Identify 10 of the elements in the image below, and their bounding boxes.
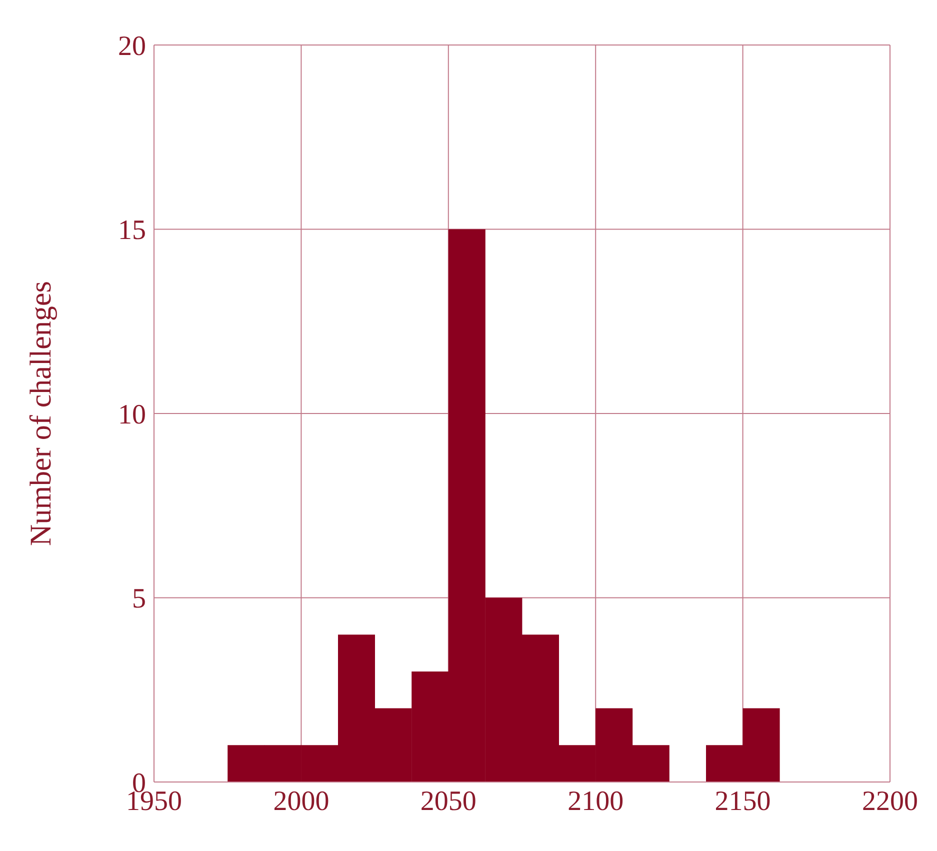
y-tick-label: 5	[132, 584, 146, 615]
x-tick-label: 2050	[420, 786, 476, 817]
x-tick-label: 2150	[714, 786, 771, 817]
x-tick-label: 2000	[273, 786, 330, 817]
y-tick-label: 20	[118, 30, 146, 62]
x-tick-label: 2200	[862, 786, 918, 817]
y-tick-label: 10	[118, 399, 146, 430]
x-tick-label: 2100	[568, 786, 624, 817]
y-tick-label: 15	[118, 215, 146, 246]
y-axis-title: Number of challenges	[24, 281, 58, 546]
